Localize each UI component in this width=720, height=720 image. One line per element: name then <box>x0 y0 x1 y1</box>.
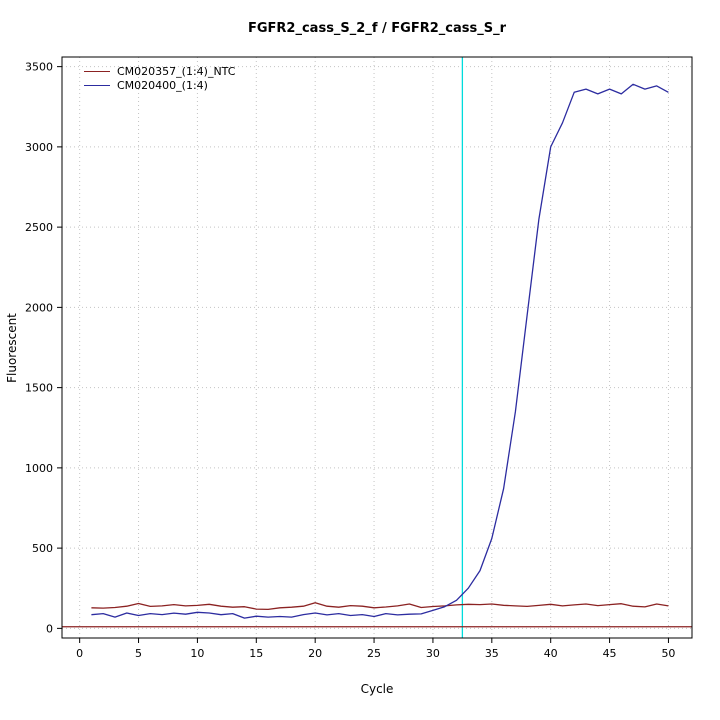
y-tick-label: 3000 <box>25 141 53 154</box>
y-tick-label: 1500 <box>25 382 53 395</box>
y-tick-label: 3500 <box>25 61 53 74</box>
series-line <box>91 602 669 611</box>
x-tick-label: 10 <box>190 647 204 660</box>
legend-entry: CM020400_(1:4) <box>84 78 235 92</box>
x-tick-label: 25 <box>367 647 381 660</box>
y-tick-label: 2500 <box>25 221 53 234</box>
legend-label: CM020357_(1:4)_NTC <box>117 64 236 78</box>
x-tick-label: 20 <box>308 647 322 660</box>
y-tick-label: 1000 <box>25 462 53 475</box>
chart-legend: CM020357_(1:4)_NTC CM020400_(1:4) <box>84 64 235 92</box>
legend-line-swatch <box>84 84 110 86</box>
plot-border <box>61 56 693 639</box>
x-tick-label: 45 <box>603 647 617 660</box>
y-tick-label: 0 <box>46 622 53 635</box>
x-tick-label: 35 <box>485 647 499 660</box>
y-tick-label: 500 <box>32 542 53 555</box>
x-tick-label: 50 <box>661 647 675 660</box>
legend-label: CM020400_(1:4) <box>117 78 208 92</box>
x-tick-label: 30 <box>426 647 440 660</box>
x-axis-label: Cycle <box>360 682 394 696</box>
chart-title: FGFR2_cass_S_2_f / FGFR2_cass_S_r <box>247 21 507 36</box>
x-tick-label: 40 <box>544 647 558 660</box>
x-tick-label: 15 <box>249 647 263 660</box>
x-tick-label: 0 <box>76 647 83 660</box>
series-line <box>91 83 669 619</box>
y-tick-label: 2000 <box>25 301 53 314</box>
legend-line-swatch <box>84 70 110 72</box>
x-tick-label: 5 <box>135 647 142 660</box>
legend-entry: CM020357_(1:4)_NTC <box>84 64 235 78</box>
